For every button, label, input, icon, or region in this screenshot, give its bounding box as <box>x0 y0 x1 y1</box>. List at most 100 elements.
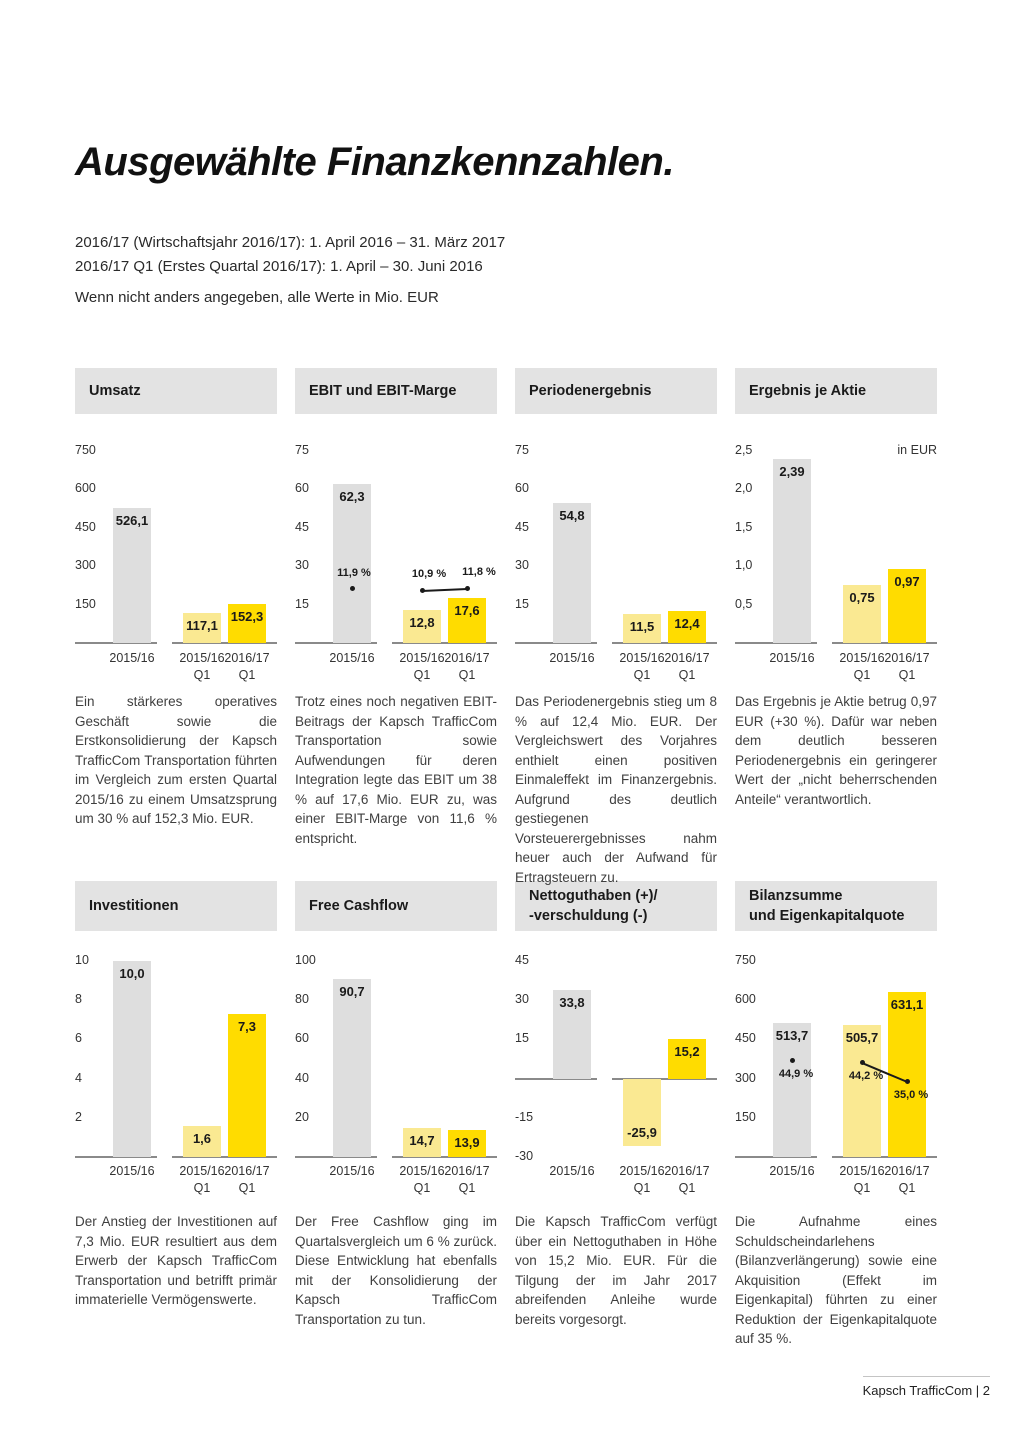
y-axis-tick: 150 <box>735 1109 756 1124</box>
bar-2015-16 <box>773 1022 811 1157</box>
marker-dot <box>349 586 355 592</box>
chart-title-box: EBIT und EBIT-Marge <box>295 368 497 414</box>
y-axis-tick: 4 <box>75 1070 82 1085</box>
footer-pagination: Kapsch TrafficCom | 2 <box>862 1376 990 1398</box>
x-axis-label: 2015/16 Q1 <box>827 1163 897 1197</box>
x-axis-label-line: Q1 <box>898 668 916 682</box>
bar-2016-17-q1 <box>668 611 706 643</box>
chart-title-line: Umsatz <box>89 383 141 399</box>
axis-baseline <box>612 1077 717 1080</box>
y-axis-tick: 6 <box>75 1031 82 1046</box>
x-axis-label-line: 2016/17 <box>444 1164 490 1178</box>
commentary-free-cashflow: Der Free Cashflow ging im Quartalsvergle… <box>295 1214 497 1327</box>
x-axis-label-line: Q1 <box>633 668 651 682</box>
y-axis-tick: -15 <box>515 1109 534 1124</box>
x-axis-label: 2016/17 Q1 <box>432 1163 502 1197</box>
bar-2015-16-q1 <box>623 1078 661 1147</box>
y-axis-tick: 15 <box>515 1031 529 1046</box>
chart-periodenergebnis: Periodenergebnis 75 60 45 30 15 54,8 11,5 12,4 20… <box>515 368 717 703</box>
chart-umsatz: Umsatz 750 600 450 300 150 526,1 117,1 152,3 2015… <box>75 368 277 703</box>
units-note: Wenn nicht anders angegeben, alle Werte … <box>75 289 439 306</box>
bar-value-label: 7,3 <box>237 1018 257 1034</box>
axis-baseline <box>295 1156 377 1158</box>
bar-value-label: 15,2 <box>674 1043 700 1059</box>
x-axis-label-line: 2015/16 <box>549 1164 595 1178</box>
x-axis-label-line: 2015/16 <box>179 651 225 665</box>
chart-investitionen: Investitionen 10 8 6 4 2 10,0 1,6 7,3 2015/16 2015… <box>75 881 277 1216</box>
chart-title-box: Free Cashflow <box>295 881 497 931</box>
x-axis-label-line: Q1 <box>458 1181 476 1195</box>
marker-percent-label: 10,9 % <box>411 568 447 581</box>
x-axis-label-line: Q1 <box>413 668 431 682</box>
x-axis-label-line: 2015/16 <box>619 1164 665 1178</box>
x-axis-label: 2016/17 Q1 <box>432 650 502 684</box>
x-axis-label-line: 2015/16 <box>549 651 595 665</box>
y-axis-tick: 300 <box>735 1070 756 1085</box>
x-axis-label-line: Q1 <box>678 668 696 682</box>
bar-value-label: 10,0 <box>119 966 145 981</box>
y-axis-tick: 30 <box>515 992 529 1007</box>
marker-dot <box>419 587 425 593</box>
bar-2015-16 <box>113 961 151 1157</box>
y-axis-tick: 75 <box>515 443 529 457</box>
y-axis-tick: 0,5 <box>735 596 753 611</box>
chart-title-line: Ergebnis je Aktie <box>749 383 867 399</box>
y-axis-tick: 600 <box>75 481 96 496</box>
x-axis-label-line: Q1 <box>193 668 211 682</box>
y-axis-tick: 40 <box>295 1070 309 1085</box>
bar-2016-17-q1 <box>888 568 926 643</box>
y-axis-tick: 1,5 <box>735 519 753 534</box>
y-axis-tick: 75 <box>295 443 309 457</box>
x-axis-label-line: Q1 <box>853 668 871 682</box>
bar-value-label: 2,39 <box>779 464 805 480</box>
x-axis-label: 2015/16 <box>537 1163 607 1180</box>
bar-value-label: 505,7 <box>845 1029 879 1045</box>
x-axis-label: 2015/16 <box>537 650 607 667</box>
x-axis-label: 2015/16 Q1 <box>167 650 237 684</box>
x-axis-label: 2015/16 Q1 <box>387 650 457 684</box>
y-axis-tick: 45 <box>295 519 309 534</box>
commentary-investitionen: Der Anstieg der Investitionen auf 7,3 Mi… <box>75 1214 277 1307</box>
commentary-periodenergebnis: Das Periodenergebnis stieg um 8 % auf 12… <box>515 694 717 885</box>
marker-dot <box>464 585 470 591</box>
x-axis-label: 2015/16 <box>757 1163 827 1180</box>
x-axis-label-line: 2016/17 <box>224 1164 270 1178</box>
bar-2015-16 <box>113 508 151 643</box>
marker-dot <box>859 1060 865 1066</box>
bar-value-label: 526,1 <box>115 513 149 529</box>
x-axis-label-line: 2015/16 <box>769 1164 815 1178</box>
bar-value-label: 62,3 <box>339 488 365 504</box>
x-axis-label-line: Q1 <box>238 668 256 682</box>
bar-2015-16-q1 <box>843 585 881 643</box>
bar-2015-16 <box>773 459 811 643</box>
chart-title-box: Periodenergebnis <box>515 368 717 414</box>
x-axis-label-line: 2015/16 <box>769 651 815 665</box>
unit-note: in EUR <box>897 443 937 457</box>
x-axis-label: 2015/16 <box>317 650 387 667</box>
chart-bilanzsumme: Bilanzsumme und Eigenkapitalquote 750 600 45… <box>735 881 937 1216</box>
chart-title-box: Nettoguthaben (+)/ -verschuldung (-) <box>515 881 717 931</box>
chart-free-cashflow: Free Cashflow 100 80 60 40 20 90,7 14,7 13,9 2015… <box>295 881 497 1216</box>
x-axis-label: 2015/16 <box>317 1163 387 1180</box>
chart-nettoguthaben: Nettoguthaben (+)/ -verschuldung (-) 45 30 1… <box>515 881 717 1216</box>
bar-value-label: 513,7 <box>775 1027 809 1043</box>
x-axis-label: 2016/17 Q1 <box>652 1163 722 1197</box>
bar-value-label: 0,75 <box>849 590 875 606</box>
x-axis-label-line: 2015/16 <box>329 1164 375 1178</box>
bar-2015-16 <box>553 502 591 643</box>
y-axis-tick: 60 <box>295 1031 309 1046</box>
y-axis-tick: 45 <box>515 519 529 534</box>
bar-value-label: 0,97 <box>894 573 920 589</box>
y-axis-tick: 10 <box>75 953 89 967</box>
chart-title-line: und Eigenkapitalquote <box>749 908 905 924</box>
x-axis-label-line: Q1 <box>193 1181 211 1195</box>
y-axis-tick: 30 <box>295 558 309 573</box>
bar-2015-16-q1 <box>183 1125 221 1157</box>
bar-value-label: 14,7 <box>409 1133 435 1149</box>
marker-percent-label: 44,9 % <box>778 1067 814 1080</box>
y-axis-tick: 450 <box>75 519 96 534</box>
bar-2015-16 <box>333 979 371 1157</box>
y-axis-tick: 600 <box>735 992 756 1007</box>
y-axis-tick: 60 <box>295 481 309 496</box>
